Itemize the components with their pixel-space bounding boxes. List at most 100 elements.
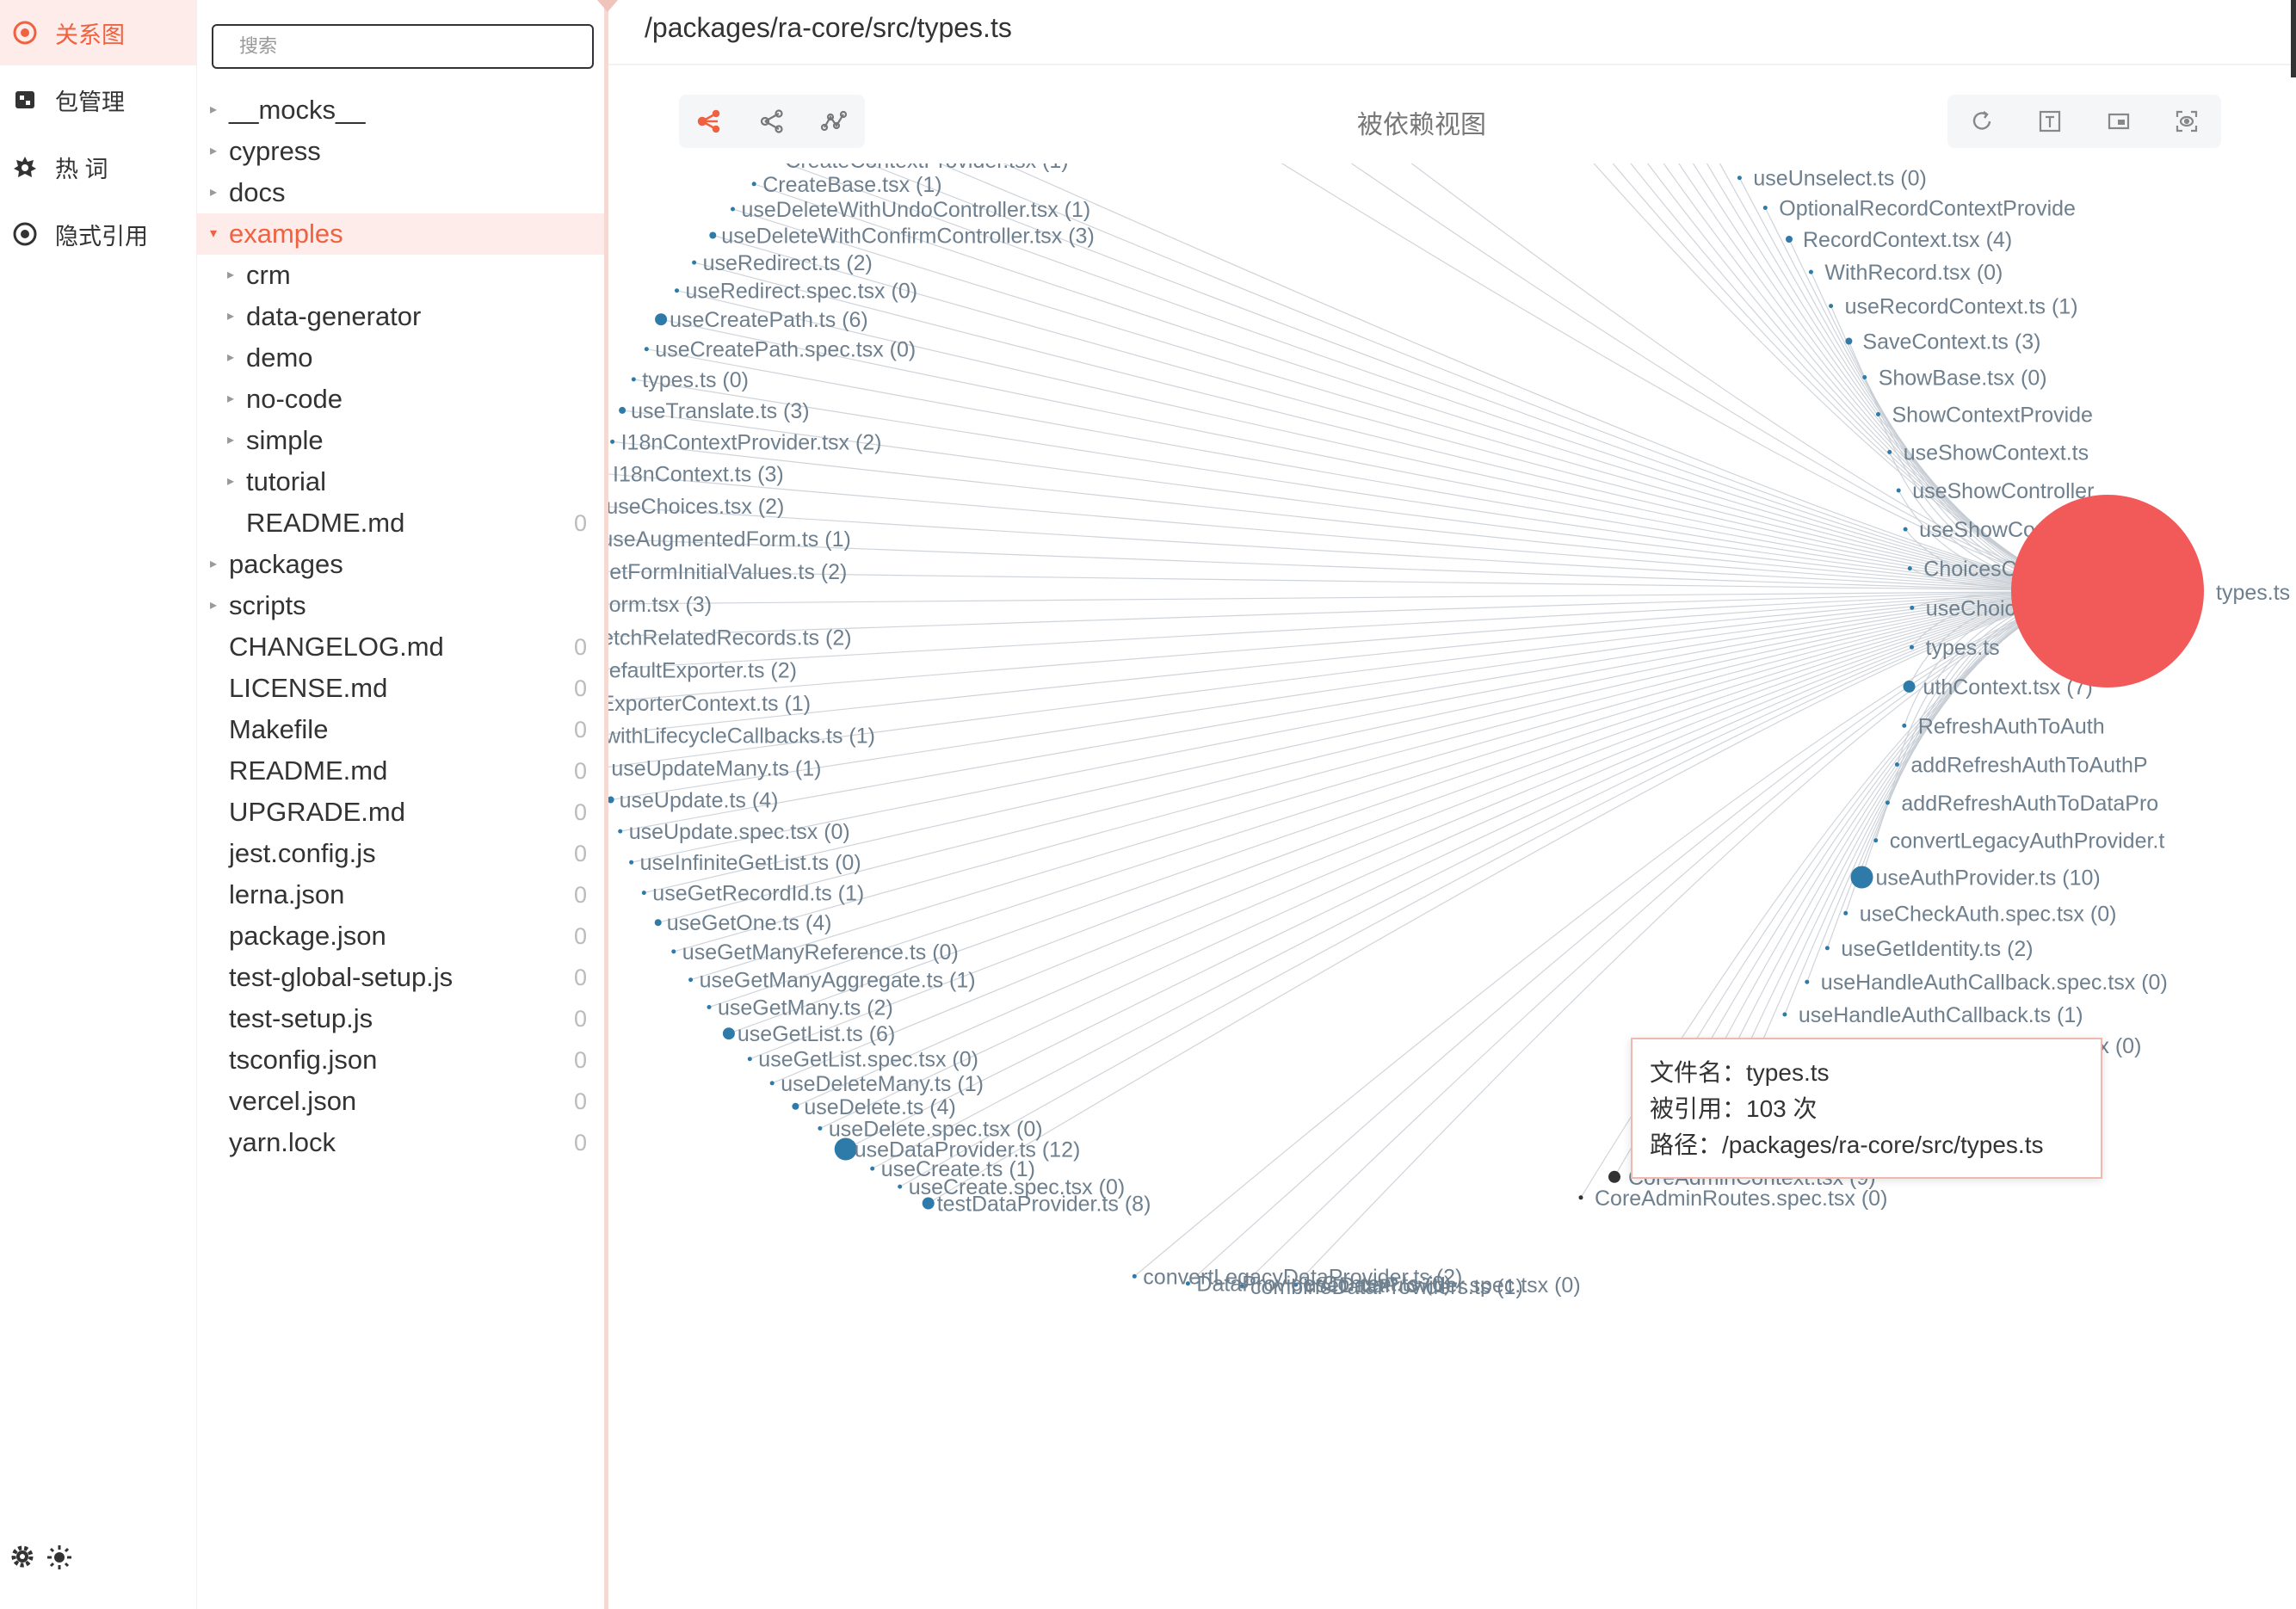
tree-folder-item[interactable]: ▸ tutorial xyxy=(196,461,604,502)
graph-node[interactable] xyxy=(1843,910,1849,915)
tree-file-item[interactable]: README.md 0 xyxy=(196,502,604,544)
graph-node[interactable] xyxy=(688,977,694,983)
graph-node[interactable] xyxy=(641,891,646,896)
tree-folder-item[interactable]: ▸ packages xyxy=(196,544,604,585)
theme-sun-icon[interactable] xyxy=(46,1544,72,1575)
tree-file-item[interactable]: lerna.json 0 xyxy=(196,874,604,915)
link-view-icon[interactable] xyxy=(803,95,865,148)
graph-node[interactable] xyxy=(1608,1170,1620,1183)
graph-node[interactable] xyxy=(870,1166,875,1171)
dependency-view-icon[interactable] xyxy=(679,95,741,148)
graph-node[interactable] xyxy=(1850,866,1873,889)
tree-folder-item[interactable]: ▸ no-code xyxy=(196,379,604,420)
caret-down-icon[interactable]: ▾ xyxy=(210,226,218,241)
tree-folder-item[interactable]: ▸ data-generator xyxy=(196,296,604,337)
caret-right-icon[interactable]: ▸ xyxy=(227,474,235,489)
nav-item-implicit-refs[interactable]: 隐式引用 xyxy=(0,201,196,267)
dependency-graph[interactable]: useEditController.spec.tsx (0)useEditCon… xyxy=(608,163,2296,1609)
graph-node[interactable] xyxy=(1782,1012,1787,1017)
graph-node[interactable] xyxy=(818,1125,823,1131)
tree-file-item[interactable]: LICENSE.md 0 xyxy=(196,668,604,709)
graph-node[interactable] xyxy=(1876,412,1880,416)
graph-node[interactable] xyxy=(1873,838,1879,843)
caret-right-icon[interactable]: ▸ xyxy=(210,144,218,158)
tree-folder-item[interactable]: ▸ demo xyxy=(196,337,604,379)
graph-node[interactable] xyxy=(898,1184,903,1189)
graph-node[interactable] xyxy=(1578,1195,1583,1200)
graph-node[interactable] xyxy=(1786,236,1793,243)
graph-node[interactable] xyxy=(731,207,735,212)
text-toggle-icon[interactable] xyxy=(2019,95,2081,148)
graph-node[interactable] xyxy=(631,377,636,382)
graph-node[interactable] xyxy=(747,1057,752,1062)
graph-node[interactable] xyxy=(722,1027,735,1040)
graph-node[interactable] xyxy=(1829,304,1834,309)
graph-node[interactable] xyxy=(1894,762,1899,767)
graph-node[interactable] xyxy=(644,347,649,352)
graph-node[interactable] xyxy=(1885,800,1890,805)
tree-file-item[interactable]: tsconfig.json 0 xyxy=(196,1039,604,1081)
graph-node[interactable] xyxy=(618,829,623,834)
tree-folder-item[interactable]: ▸ crm xyxy=(196,255,604,296)
graph-node[interactable] xyxy=(1910,644,1914,650)
graph-node[interactable] xyxy=(1902,723,1907,728)
graph-node[interactable] xyxy=(692,260,697,265)
tree-file-item[interactable]: README.md 0 xyxy=(196,750,604,792)
graph-node[interactable] xyxy=(1762,206,1768,210)
graph-node[interactable] xyxy=(629,860,634,865)
nav-item-hot-words[interactable]: 热 词 xyxy=(0,134,196,200)
graph-node[interactable] xyxy=(1862,375,1867,379)
tree-folder-item[interactable]: ▸ docs xyxy=(196,172,604,213)
graph-node[interactable] xyxy=(1910,605,1915,610)
graph-node[interactable] xyxy=(1185,1281,1190,1286)
graph-node[interactable] xyxy=(1907,566,1912,571)
graph-node[interactable] xyxy=(1808,269,1813,274)
image-export-icon[interactable] xyxy=(2088,95,2150,148)
graph-node[interactable] xyxy=(834,1137,857,1161)
graph-node[interactable] xyxy=(1293,1282,1299,1287)
tree-file-item[interactable]: yarn.lock 0 xyxy=(196,1122,604,1163)
relation-view-icon[interactable] xyxy=(741,95,803,148)
graph-node[interactable] xyxy=(1896,488,1901,493)
tree-file-item[interactable]: UPGRADE.md 0 xyxy=(196,792,604,833)
caret-right-icon[interactable]: ▸ xyxy=(227,391,235,406)
caret-right-icon[interactable]: ▸ xyxy=(210,185,218,200)
caret-right-icon[interactable]: ▸ xyxy=(227,268,235,282)
tree-folder-item[interactable]: ▸ __mocks__ xyxy=(196,89,604,131)
tree-file-item[interactable]: vercel.json 0 xyxy=(196,1081,604,1122)
tree-folder-item[interactable]: ▸ scripts xyxy=(196,585,604,626)
tree-folder-item[interactable]: ▾ examples xyxy=(196,213,604,255)
focus-view-icon[interactable] xyxy=(2156,95,2218,148)
graph-node[interactable] xyxy=(1903,527,1908,532)
graph-node[interactable] xyxy=(1805,979,1810,984)
graph-node[interactable] xyxy=(654,919,662,927)
caret-right-icon[interactable]: ▸ xyxy=(227,309,235,324)
graph-node[interactable] xyxy=(769,1081,775,1086)
graph-node[interactable] xyxy=(671,949,676,954)
graph-node[interactable] xyxy=(751,182,756,187)
graph-node[interactable] xyxy=(1903,680,1916,693)
graph-node[interactable] xyxy=(1737,176,1742,181)
caret-right-icon[interactable]: ▸ xyxy=(210,102,218,117)
caret-right-icon[interactable]: ▸ xyxy=(210,557,218,571)
graph-node[interactable] xyxy=(707,1005,712,1009)
panel-resizer[interactable] xyxy=(604,0,608,1609)
refresh-icon[interactable] xyxy=(1951,95,2013,148)
graph-node[interactable] xyxy=(608,796,614,804)
graph-node[interactable] xyxy=(675,288,679,293)
graph-node[interactable] xyxy=(709,231,717,239)
tree-folder-item[interactable]: ▸ simple xyxy=(196,420,604,461)
tree-file-item[interactable]: package.json 0 xyxy=(196,915,604,957)
graph-node[interactable] xyxy=(619,406,626,414)
graph-node[interactable] xyxy=(610,439,615,444)
nav-item-graph[interactable]: 关系图 xyxy=(0,0,196,65)
nav-item-packages[interactable]: 包管理 xyxy=(0,67,196,133)
resizer-handle-icon[interactable] xyxy=(597,0,618,12)
graph-node[interactable] xyxy=(792,1102,799,1110)
settings-gear-icon[interactable] xyxy=(10,1544,34,1575)
caret-right-icon[interactable]: ▸ xyxy=(227,433,235,447)
caret-right-icon[interactable]: ▸ xyxy=(210,598,218,613)
graph-node[interactable] xyxy=(1845,337,1853,345)
graph-node[interactable] xyxy=(655,313,668,326)
center-node[interactable] xyxy=(2011,495,2204,687)
